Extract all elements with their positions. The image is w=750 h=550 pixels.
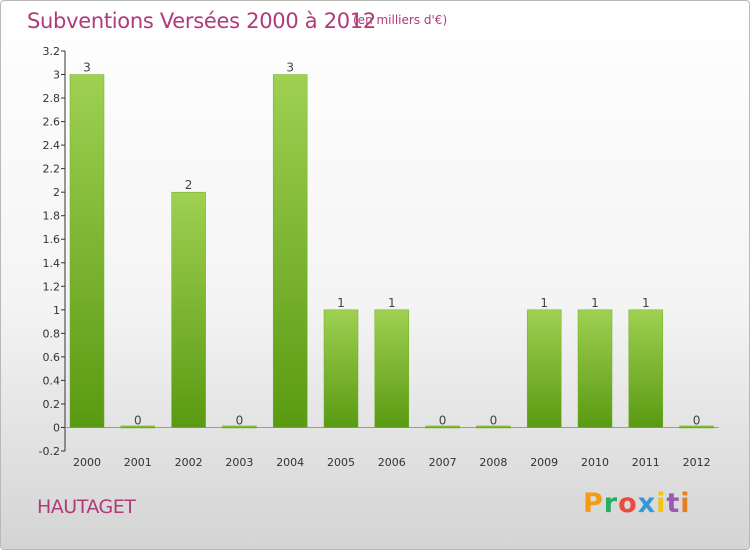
bar-2008 <box>476 425 511 429</box>
y-tick-label: 0.4 <box>43 374 61 387</box>
bar-2005 <box>323 309 359 428</box>
bar-2006 <box>374 309 410 428</box>
y-tick-label: 1.2 <box>43 280 61 293</box>
y-tick-label: 0.2 <box>43 398 61 411</box>
logo-letter: i <box>680 488 691 519</box>
x-tick-label: 2011 <box>632 456 660 469</box>
y-tick-label: 2.6 <box>43 116 61 129</box>
y-tick-label: -0.2 <box>39 445 60 458</box>
y-tick-label: 0.6 <box>43 351 61 364</box>
value-label: 0 <box>134 413 142 427</box>
x-tick-label: 2010 <box>581 456 609 469</box>
value-label: 1 <box>388 296 396 310</box>
y-tick-label: 0.8 <box>43 327 61 340</box>
bar-2007 <box>425 425 460 429</box>
value-label: 1 <box>642 296 650 310</box>
axes: -0.2 0 0.2 0.4 0.6 0.8 1 1.2 1.4 1.6 1.8 2 2.2 2.4 2.6… <box>39 45 719 469</box>
logo-letter: o <box>618 488 638 519</box>
bar-2010 <box>577 309 613 428</box>
bar-2011 <box>628 309 664 428</box>
bar-2001 <box>120 425 156 429</box>
y-tick-label: 3.2 <box>43 45 61 58</box>
logo-letter: i <box>656 488 667 519</box>
bar-2000 <box>69 74 105 428</box>
y-tick-label: 2.8 <box>43 92 61 105</box>
y-tick-label: 2.2 <box>43 163 61 176</box>
y-tick-label: 0 <box>53 421 60 434</box>
x-tick-label: 2004 <box>276 456 304 469</box>
value-label: 3 <box>83 61 91 75</box>
chart-title: Subventions Versées 2000 à 2012 <box>27 9 376 33</box>
value-label: 0 <box>693 413 701 427</box>
x-tick-label: 2008 <box>479 456 507 469</box>
bars: 3 0 2 0 3 1 1 0 0 1 1 1 0 <box>69 61 714 429</box>
logo-letter: t <box>666 488 681 519</box>
value-label: 1 <box>540 296 548 310</box>
chart-unit-note: (en milliers d'€) <box>353 13 448 27</box>
y-tick-label: 3 <box>53 69 60 82</box>
y-tick-label: 1.6 <box>43 233 61 246</box>
proxiti-logo: Proxiti <box>583 488 691 519</box>
bar-2009 <box>526 309 562 428</box>
x-tick-label: 2002 <box>175 456 203 469</box>
value-label: 0 <box>490 413 498 427</box>
commune-name: HAUTAGET <box>37 496 136 518</box>
bar-2012 <box>679 425 714 429</box>
x-tick-label: 2006 <box>378 456 406 469</box>
value-label: 3 <box>286 61 294 75</box>
value-label: 2 <box>185 178 193 192</box>
y-tick-label: 1.8 <box>43 210 61 223</box>
value-label: 1 <box>337 296 345 310</box>
logo-letter: x <box>637 488 657 519</box>
bar-2003 <box>222 425 257 429</box>
bar-2004 <box>272 74 308 428</box>
y-tick-label: 1.4 <box>43 257 61 270</box>
x-tick-label: 2003 <box>225 456 253 469</box>
value-label: 1 <box>591 296 599 310</box>
value-label: 0 <box>439 413 447 427</box>
value-label: 0 <box>236 413 244 427</box>
x-tick-label: 2012 <box>683 456 711 469</box>
x-tick-label: 2009 <box>530 456 558 469</box>
x-tick-label: 2005 <box>327 456 355 469</box>
bar-2002 <box>171 191 206 428</box>
logo-letter: P <box>583 488 604 519</box>
y-tick-label: 2 <box>53 186 60 199</box>
x-tick-label: 2001 <box>124 456 152 469</box>
x-tick-label: 2007 <box>429 456 457 469</box>
logo-letter: r <box>603 488 619 519</box>
y-tick-label: 1 <box>53 304 60 317</box>
y-tick-label: 2.4 <box>43 139 61 152</box>
x-tick-label: 2000 <box>73 456 101 469</box>
